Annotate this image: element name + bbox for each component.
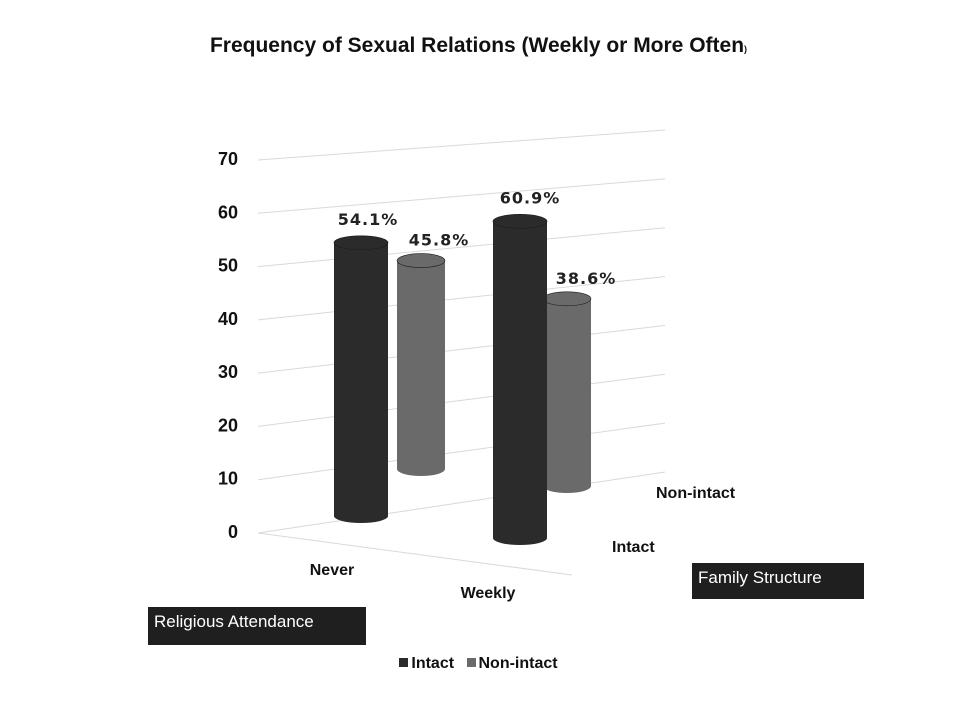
y-tick-label: 40 (218, 309, 238, 329)
bar-intact-never (334, 242, 388, 524)
bar-top-non-intact-never (396, 253, 446, 268)
depth-axis-title: Family Structure (698, 568, 822, 587)
gridline (257, 227, 666, 268)
chart-title-suffix: ) (744, 44, 748, 54)
chart-title: Frequency of Sexual Relations (Weekly or… (0, 34, 957, 58)
y-tick-label: 70 (218, 149, 238, 169)
bar-non-intact-never (397, 260, 445, 476)
y-tick-label: 20 (218, 415, 238, 435)
gridline (257, 178, 666, 214)
gridline (257, 129, 666, 161)
bar-top-intact-never (333, 235, 389, 251)
gridline (257, 324, 666, 374)
bar-non-intact-weekly (543, 298, 591, 493)
gridline (257, 422, 666, 481)
y-tick-label: 0 (228, 522, 238, 542)
x-axis-title-box: Religious Attendance (148, 607, 366, 645)
y-tick-label: 10 (218, 469, 238, 489)
legend-swatch-non-intact (466, 658, 476, 667)
legend-label-intact: Intact (411, 655, 455, 672)
depth-tick-label: Intact (612, 539, 655, 556)
legend-item-non-intact: Non-intact (466, 655, 558, 673)
gridline (257, 373, 666, 427)
bar-top-non-intact-weekly (542, 291, 592, 307)
chart-title-text: Frequency of Sexual Relations (Weekly or… (209, 34, 745, 57)
data-label: 54.1% (338, 210, 399, 229)
gridline (257, 276, 666, 321)
bar-intact-weekly (493, 221, 547, 545)
depth-tick-label: Non-intact (656, 485, 736, 502)
legend-item-intact: Intact (399, 655, 454, 673)
x-axis-title: Religious Attendance (154, 612, 314, 631)
legend-label-non-intact: Non-intact (478, 655, 558, 672)
legend-swatch-intact (399, 658, 409, 667)
floor-front-edge (257, 532, 573, 576)
x-tick-label: Never (310, 562, 354, 579)
y-tick-label: 30 (218, 362, 238, 382)
data-label: 38.6% (556, 269, 617, 288)
gridline (257, 471, 666, 534)
x-tick-label: Weekly (461, 585, 516, 602)
bar-top-intact-weekly (492, 214, 548, 229)
data-label: 60.9% (500, 188, 561, 207)
y-tick-label: 60 (218, 202, 238, 222)
legend: Intact Non-intact (0, 655, 957, 673)
data-label: 45.8% (409, 231, 470, 250)
depth-axis-title-box: Family Structure (692, 563, 864, 599)
y-tick-label: 50 (218, 256, 238, 276)
